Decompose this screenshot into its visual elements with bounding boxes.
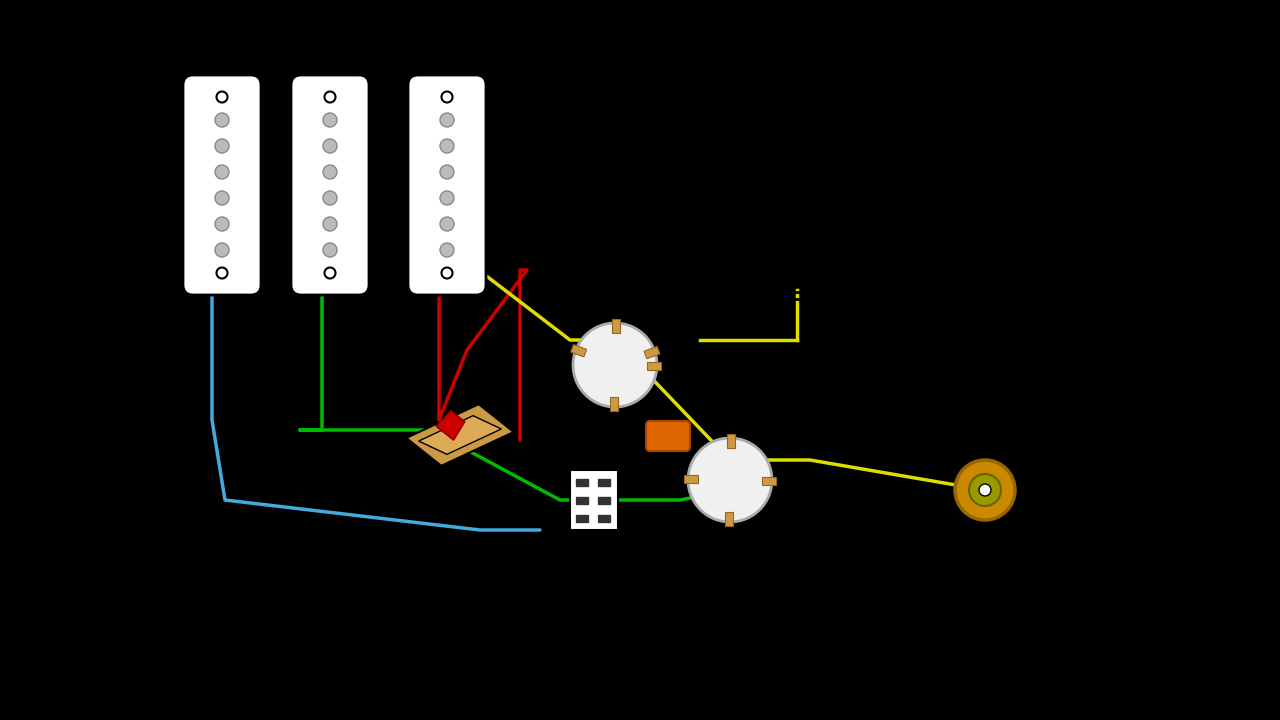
Circle shape	[323, 243, 337, 257]
Text: 7-Way Wiring: 7-Way Wiring	[539, 626, 741, 654]
Bar	[598, 515, 611, 522]
FancyBboxPatch shape	[183, 75, 261, 295]
Circle shape	[323, 165, 337, 179]
Circle shape	[215, 165, 229, 179]
FancyBboxPatch shape	[646, 421, 690, 451]
Circle shape	[215, 139, 229, 153]
Polygon shape	[436, 410, 465, 440]
Bar	[612, 319, 620, 333]
Circle shape	[440, 139, 454, 153]
Text: 250K: 250K	[529, 363, 561, 376]
Text: 4: 4	[593, 497, 598, 505]
Circle shape	[215, 113, 229, 127]
Circle shape	[573, 323, 657, 407]
Bar	[576, 479, 588, 486]
Circle shape	[979, 484, 991, 496]
Bar	[598, 479, 611, 486]
Bar	[727, 434, 735, 448]
Bar	[571, 345, 586, 357]
Circle shape	[325, 91, 335, 102]
Circle shape	[440, 243, 454, 257]
Circle shape	[689, 438, 772, 522]
Circle shape	[216, 268, 228, 279]
Text: Bridge Ground: Bridge Ground	[817, 285, 908, 298]
Polygon shape	[406, 404, 513, 466]
Circle shape	[955, 460, 1015, 520]
Bar	[646, 362, 660, 370]
Bar	[598, 497, 611, 504]
Text: 1: 1	[571, 479, 576, 487]
Circle shape	[323, 139, 337, 153]
Bar	[1146, 0, 1280, 720]
Bar	[0, 0, 134, 720]
Circle shape	[325, 268, 335, 279]
Circle shape	[323, 113, 337, 127]
Circle shape	[969, 474, 1001, 506]
Circle shape	[215, 243, 229, 257]
Circle shape	[442, 268, 453, 279]
Bar	[762, 477, 776, 485]
Circle shape	[323, 217, 337, 231]
Bar	[576, 515, 588, 522]
Bar	[570, 470, 618, 530]
Bar	[724, 512, 733, 526]
Text: 5: 5	[571, 515, 576, 523]
Circle shape	[440, 217, 454, 231]
Circle shape	[440, 113, 454, 127]
Bar	[611, 397, 618, 411]
Circle shape	[442, 91, 453, 102]
Circle shape	[440, 165, 454, 179]
Circle shape	[440, 191, 454, 205]
FancyBboxPatch shape	[291, 75, 369, 295]
Polygon shape	[419, 415, 502, 454]
Text: 6: 6	[593, 515, 598, 523]
Circle shape	[215, 217, 229, 231]
Bar	[644, 346, 660, 359]
Text: 2: 2	[593, 479, 598, 487]
Circle shape	[215, 191, 229, 205]
Text: 3: 3	[571, 497, 576, 505]
Circle shape	[216, 91, 228, 102]
FancyBboxPatch shape	[408, 75, 486, 295]
Bar	[576, 497, 588, 504]
Bar	[684, 475, 698, 483]
Text: 250K: 250K	[703, 526, 735, 539]
Circle shape	[323, 191, 337, 205]
